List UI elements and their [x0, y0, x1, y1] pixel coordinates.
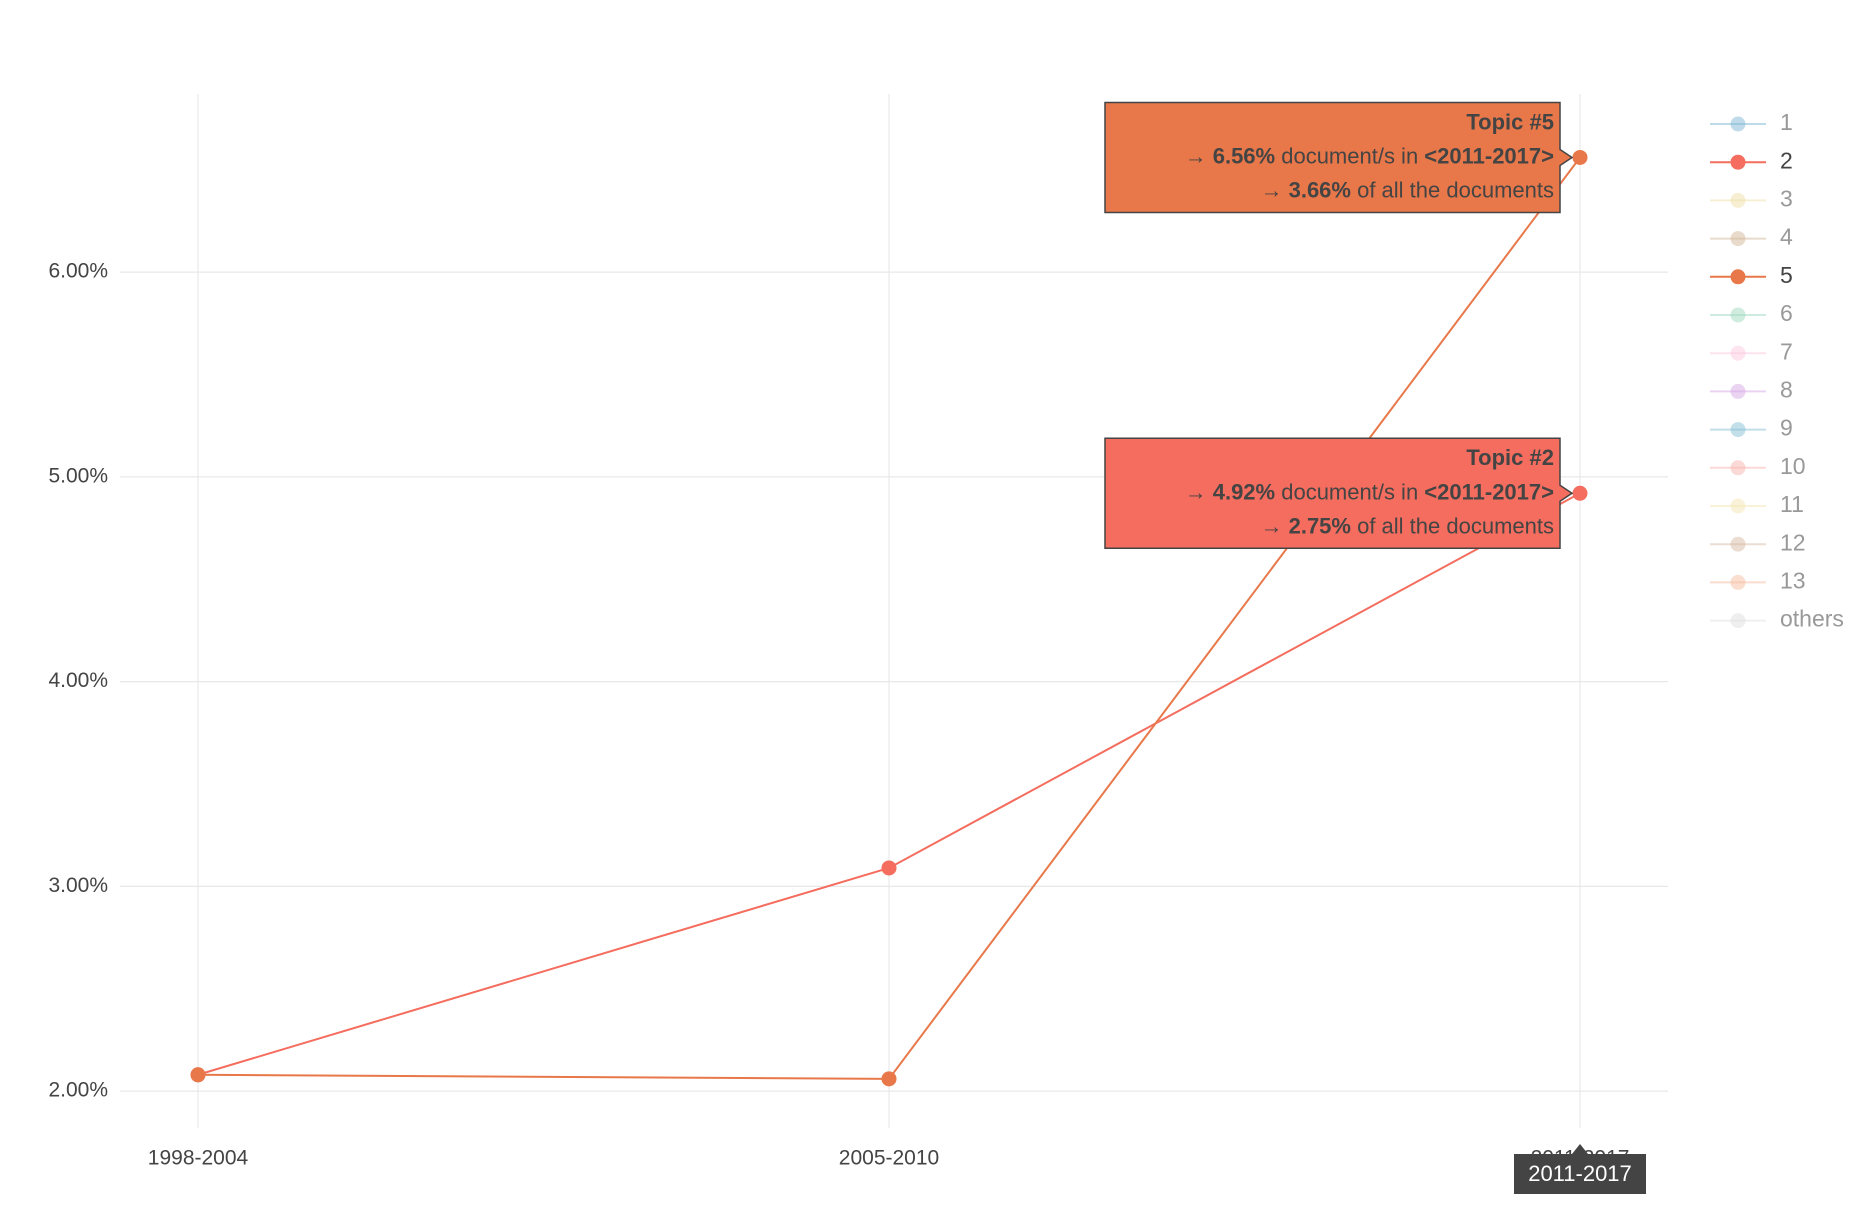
- legend-marker: [1730, 345, 1746, 361]
- legend-label: 4: [1780, 224, 1793, 250]
- legend-label: 11: [1780, 491, 1804, 517]
- hover-text: 3.66%: [1289, 177, 1351, 202]
- legend-marker: [1730, 269, 1746, 285]
- hover-text: <2011-2017>: [1424, 479, 1554, 504]
- legend-marker: [1730, 231, 1746, 247]
- hover-text: of all the documents: [1351, 513, 1554, 538]
- hover-text: →: [1185, 143, 1213, 168]
- x-hover-box: [1514, 1144, 1646, 1194]
- legend-label: 5: [1780, 262, 1793, 288]
- legend-label: 3: [1780, 185, 1793, 211]
- legend-marker: [1730, 154, 1746, 170]
- hover-line: → 2.75% of all the documents: [1260, 513, 1554, 538]
- hover-line: → 3.66% of all the documents: [1260, 177, 1554, 202]
- legend-label: 6: [1780, 300, 1793, 326]
- hover-title: Topic #5: [1466, 109, 1554, 134]
- legend-label: 2: [1780, 147, 1793, 173]
- legend-label: 9: [1780, 415, 1793, 441]
- hover-box: [1104, 437, 1574, 550]
- hover-box: [1104, 101, 1574, 214]
- legend-marker: [1730, 116, 1746, 132]
- legend-marker: [1730, 307, 1746, 323]
- legend-label: 12: [1780, 529, 1806, 555]
- legend-label: 1: [1780, 109, 1793, 135]
- x-tick-label: 1998-2004: [148, 1147, 249, 1170]
- hover-text: →: [1260, 513, 1288, 538]
- hover-line: → 4.92% document/s in <2011-2017>: [1185, 479, 1554, 504]
- hover-text: 4.92%: [1213, 479, 1275, 504]
- y-tick-label: 6.00%: [48, 260, 108, 283]
- legend-marker: [1730, 613, 1746, 629]
- hover-text: 6.56%: [1213, 143, 1275, 168]
- legend-marker: [1730, 422, 1746, 438]
- y-tick-label: 5.00%: [48, 464, 108, 487]
- hover-text: →: [1260, 177, 1288, 202]
- point: [881, 860, 897, 876]
- legend-marker: [1730, 383, 1746, 399]
- hover-text: of all the documents: [1351, 177, 1554, 202]
- hover-line: → 6.56% document/s in <2011-2017>: [1185, 143, 1554, 168]
- legend-label: others: [1780, 606, 1844, 632]
- legend-marker: [1730, 192, 1746, 208]
- y-tick-label: 3.00%: [48, 874, 108, 897]
- legend-label: 10: [1780, 453, 1806, 479]
- hover-text: <2011-2017>: [1424, 143, 1554, 168]
- hover-text: 2.75%: [1289, 513, 1351, 538]
- point: [881, 1071, 897, 1087]
- y-tick-label: 2.00%: [48, 1079, 108, 1102]
- hover-title: Topic #2: [1466, 445, 1554, 470]
- x-tick-label: 2005-2010: [839, 1147, 939, 1170]
- legend-label: 7: [1780, 338, 1793, 364]
- hover-text: document/s in: [1275, 143, 1424, 168]
- hover-text: document/s in: [1275, 479, 1424, 504]
- point: [1572, 149, 1588, 165]
- legend-label: 8: [1780, 376, 1793, 402]
- point: [1572, 485, 1588, 501]
- legend-marker: [1730, 574, 1746, 590]
- legend-label: 13: [1780, 567, 1806, 593]
- legend-marker: [1730, 536, 1746, 552]
- point: [190, 1067, 206, 1083]
- y-tick-label: 4.00%: [48, 669, 108, 692]
- legend-marker: [1730, 460, 1746, 476]
- hover-text: →: [1185, 479, 1213, 504]
- legend-marker: [1730, 498, 1746, 514]
- x-hover-label: 2011-2017: [1528, 1161, 1632, 1186]
